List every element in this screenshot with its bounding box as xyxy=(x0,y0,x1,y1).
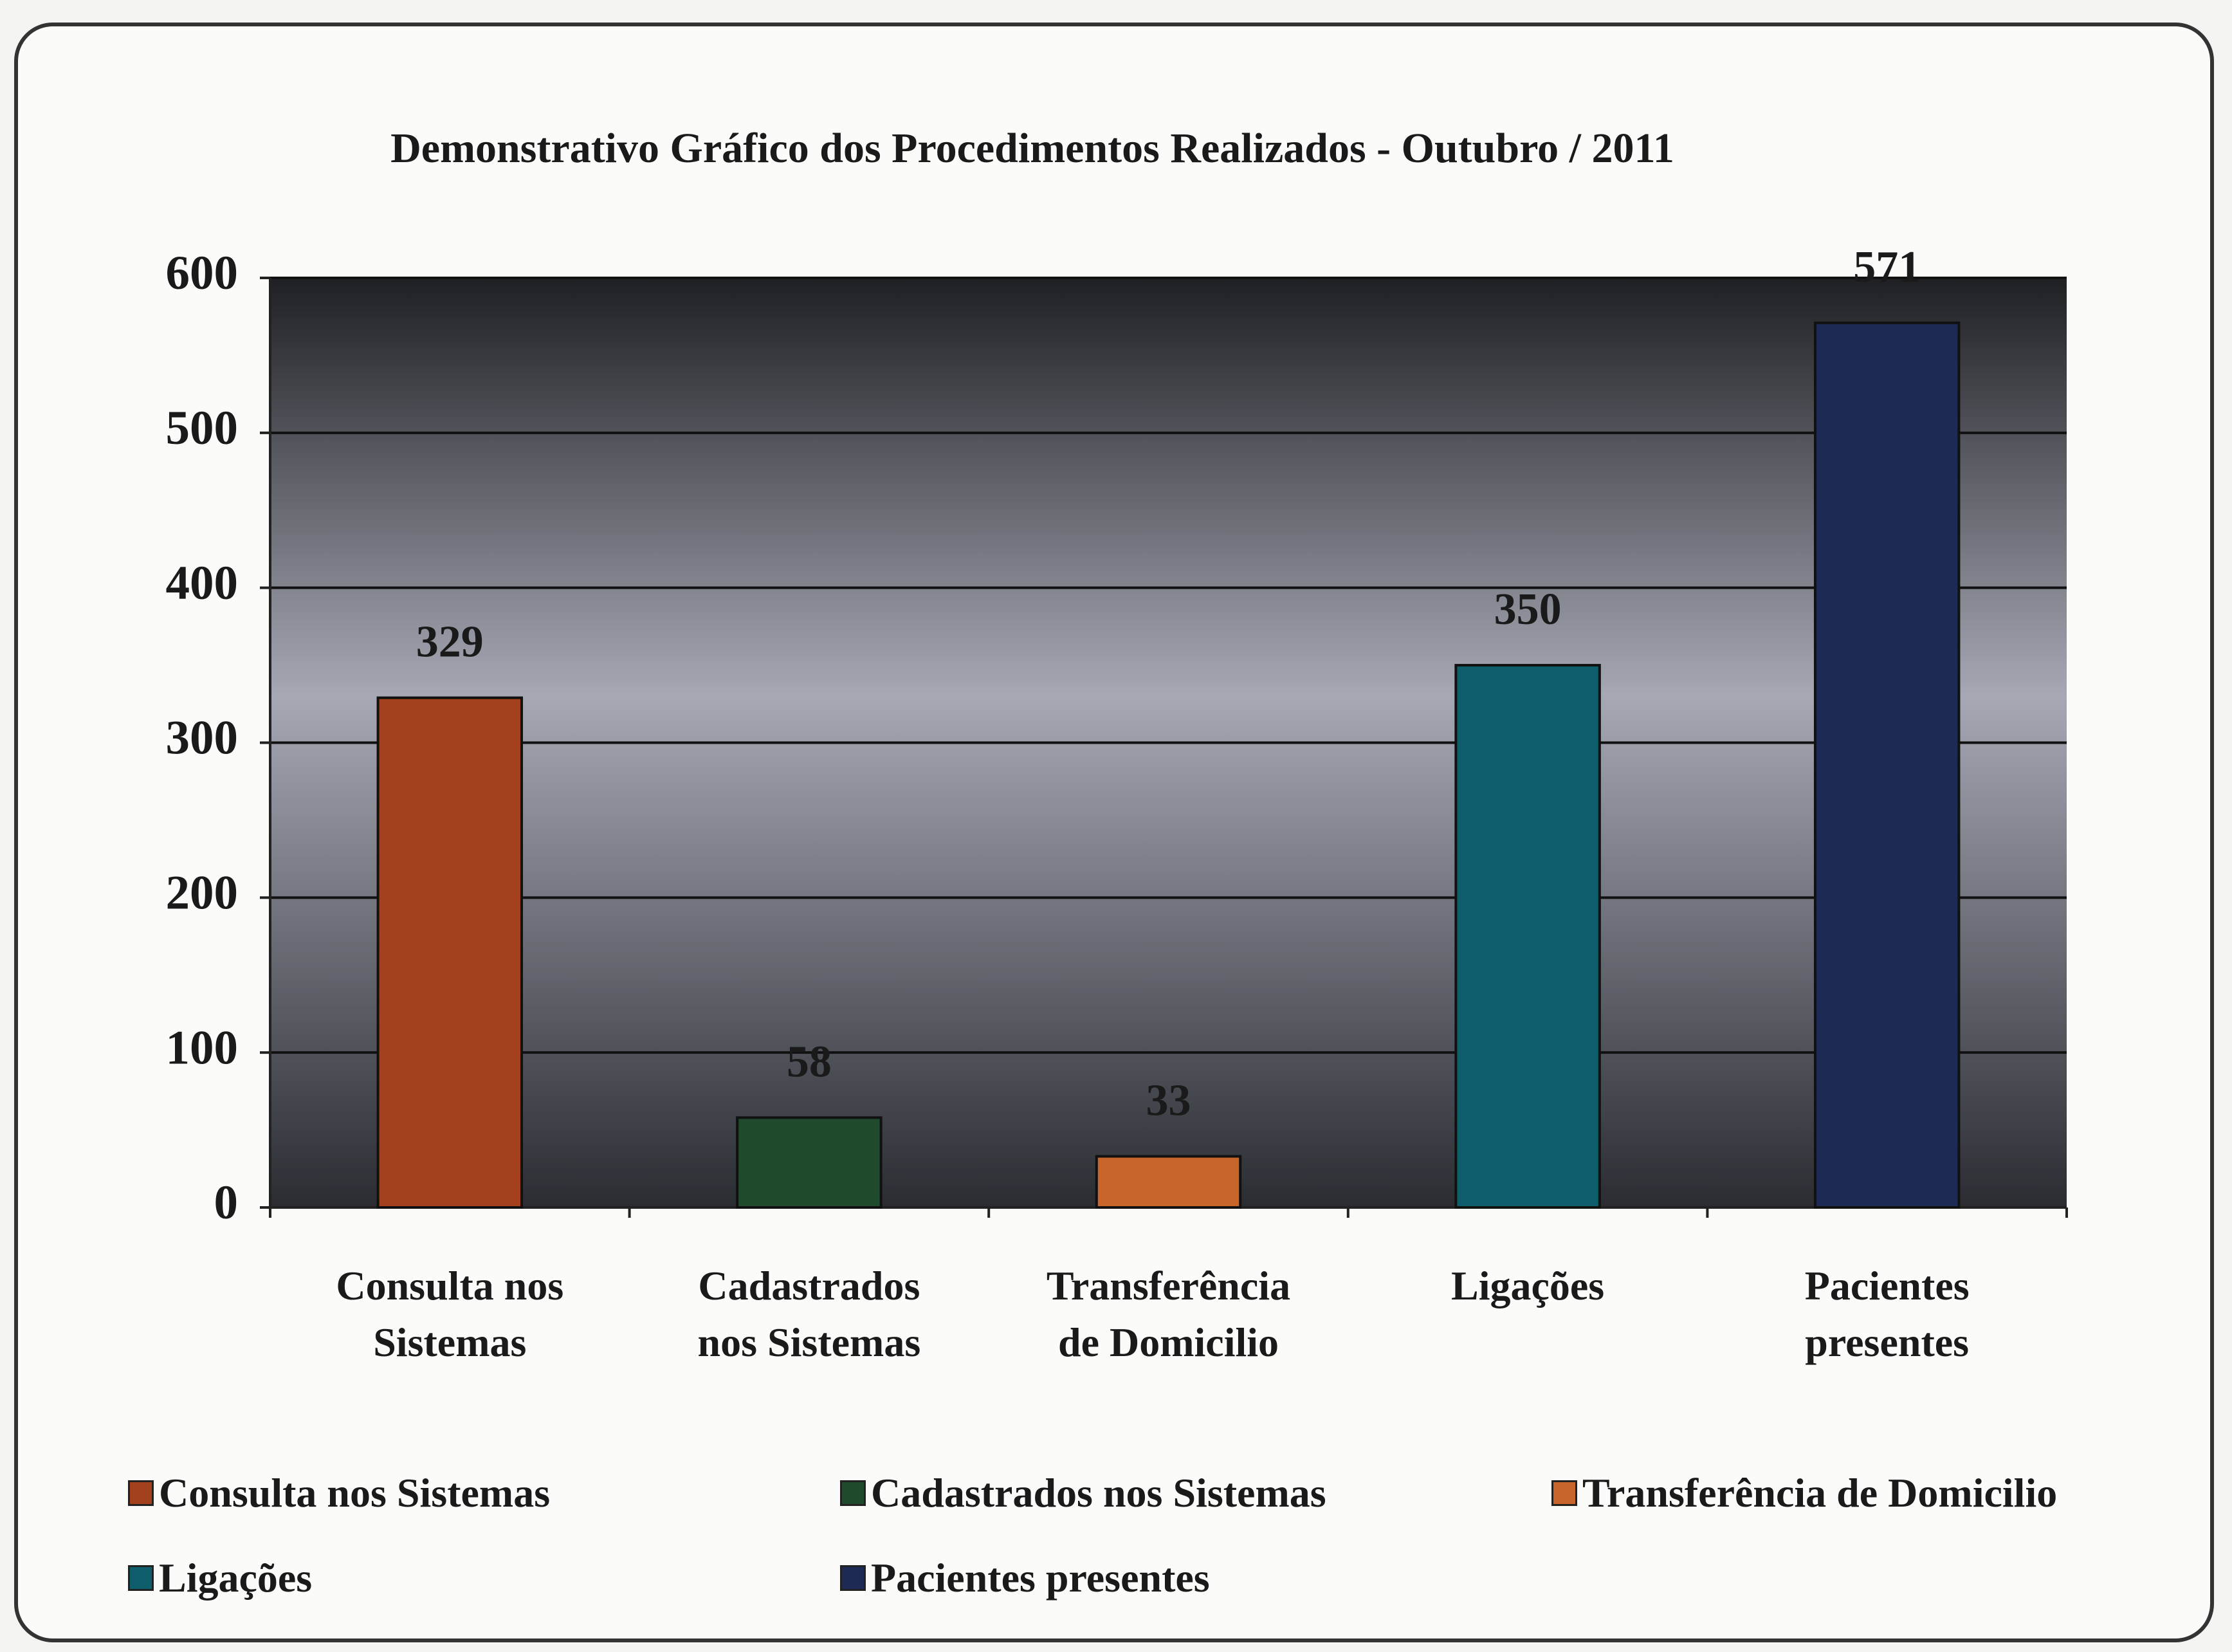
y-tick-label: 600 xyxy=(166,246,239,300)
legend-swatch xyxy=(1551,1480,1577,1506)
data-label: 571 xyxy=(1853,243,1921,292)
legend-item: Consulta nos Sistemas xyxy=(128,1469,550,1517)
legend-label: Pacientes presentes xyxy=(871,1555,1210,1601)
legend-swatch xyxy=(128,1565,154,1591)
legend-item: Ligações xyxy=(128,1554,312,1602)
legend-swatch xyxy=(840,1565,866,1591)
bar xyxy=(1454,664,1601,1209)
bar xyxy=(1095,1155,1242,1209)
legend-label: Cadastrados nos Sistemas xyxy=(871,1470,1326,1516)
data-label: 58 xyxy=(787,1037,832,1087)
legend-label: Consulta nos Sistemas xyxy=(159,1470,551,1516)
x-tick-label: Cadastrados nos Sistemas xyxy=(697,1263,921,1365)
y-tick-label: 300 xyxy=(166,711,239,765)
legend-label: Ligações xyxy=(159,1555,313,1601)
data-label: 350 xyxy=(1494,585,1562,634)
data-label: 33 xyxy=(1146,1076,1191,1126)
legend-label: Transferência de Domicilio xyxy=(1582,1470,2058,1516)
y-tick-label: 100 xyxy=(166,1021,239,1074)
legend-item: Cadastrados nos Sistemas xyxy=(840,1469,1326,1517)
x-tick-label: Transferência de Domicilio xyxy=(1046,1263,1291,1365)
bar xyxy=(376,696,524,1209)
y-tick-label: 400 xyxy=(166,556,239,610)
legend-item: Transferência de Domicilio xyxy=(1551,1469,2057,1517)
bar xyxy=(736,1116,883,1209)
y-tick-label: 500 xyxy=(166,401,239,455)
x-tick-label: Consulta nos Sistemas xyxy=(336,1263,564,1365)
legend-swatch xyxy=(128,1480,154,1506)
data-label: 329 xyxy=(416,618,484,667)
legend-item: Pacientes presentes xyxy=(840,1554,1210,1602)
chart-title: Demonstrativo Gráfico dos Procedimentos … xyxy=(390,125,1674,172)
bar xyxy=(1813,321,1961,1209)
legend-swatch xyxy=(840,1480,866,1506)
y-tick-label: 0 xyxy=(214,1176,239,1229)
x-tick-label: Pacientes presentes xyxy=(1804,1263,1970,1365)
x-tick-label: Ligações xyxy=(1451,1263,1605,1308)
y-tick-label: 200 xyxy=(166,867,239,920)
